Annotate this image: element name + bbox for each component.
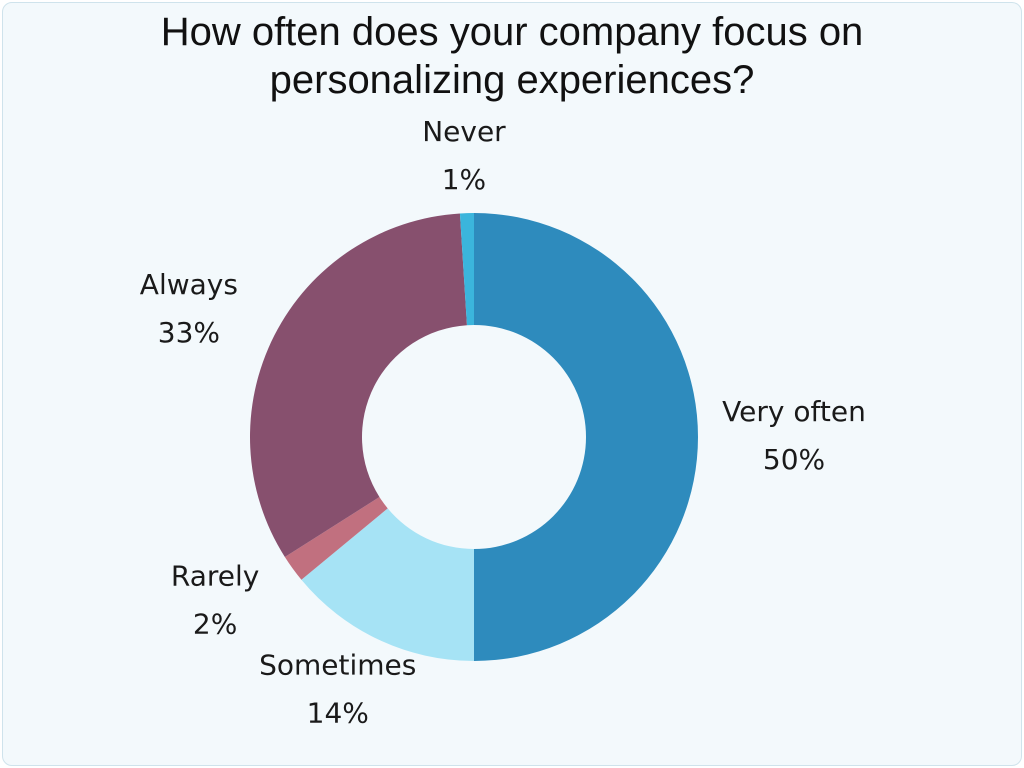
chart-title: How often does your company focus on per…: [160, 10, 864, 102]
donut-slice: [474, 213, 698, 661]
slice-value-label: 33%: [158, 316, 220, 349]
slice-value-label: 14%: [307, 696, 369, 729]
slice-label: Sometimes: [259, 648, 416, 681]
donut-slice: [284, 497, 388, 580]
donut-slice: [250, 213, 467, 558]
slice-value-label: 2%: [193, 608, 237, 641]
donut-slice: [301, 508, 474, 661]
slice-label: Never: [422, 115, 506, 148]
donut-slice: [459, 213, 474, 326]
slice-value-label: 1%: [442, 163, 486, 196]
slice-label: Rarely: [171, 560, 259, 593]
slice-label: Always: [140, 268, 238, 301]
slice-label: Very often: [722, 395, 866, 428]
slice-value-label: 50%: [763, 443, 825, 476]
